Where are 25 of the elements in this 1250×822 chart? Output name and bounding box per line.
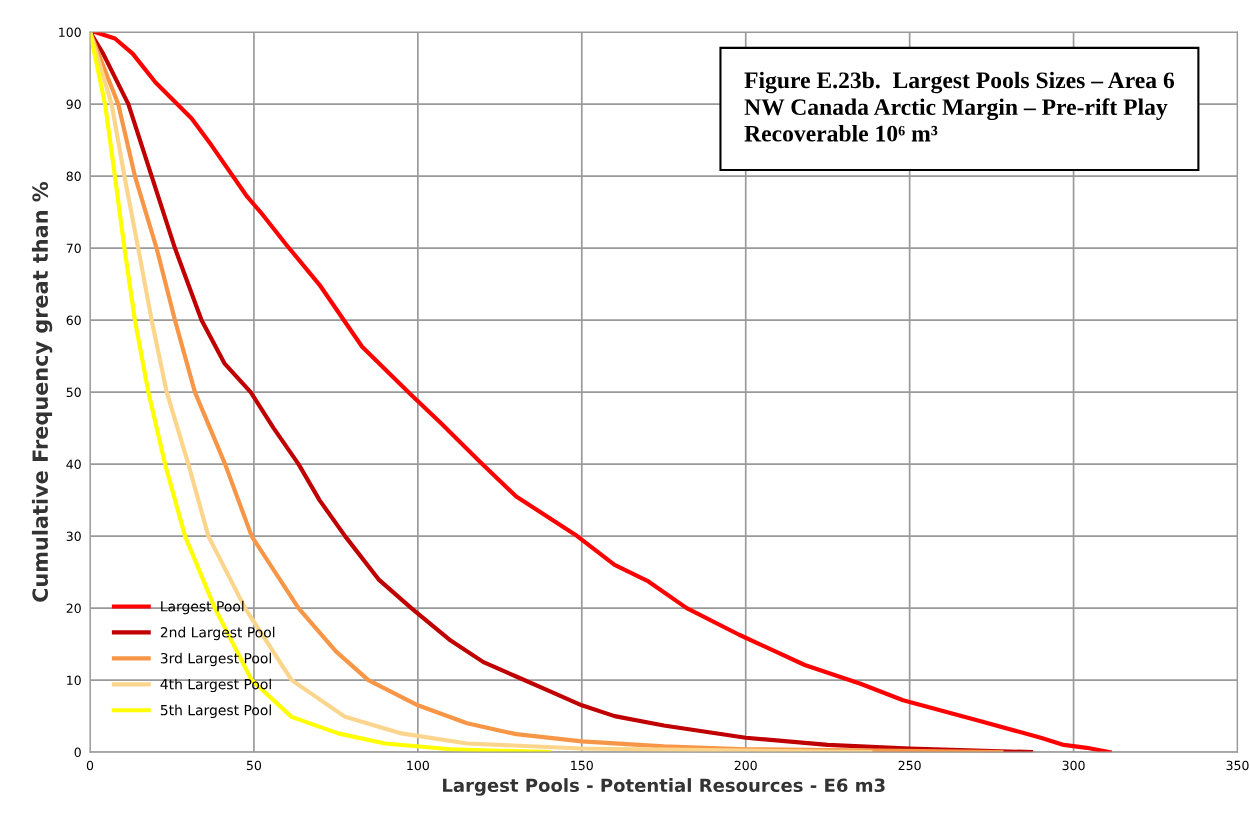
- x-tick-label: 350: [1226, 760, 1249, 771]
- y-tick-label: 70: [66, 243, 81, 254]
- y-tick-label: 10: [67, 675, 81, 686]
- y-tick-label: 90: [66, 99, 81, 109]
- y-axis-title: Cumulative Frequency great than %: [31, 182, 53, 602]
- x-tick-label: 0: [86, 760, 94, 771]
- y-tick-label: 30: [66, 531, 81, 542]
- y-tick-label: 100: [59, 27, 81, 37]
- x-axis-title: Largest Pools - Potential Resources - E6 m3: [443, 778, 885, 796]
- y-tick-label: 0: [74, 747, 81, 758]
- y-tick-label: 80: [66, 171, 81, 181]
- legend-label: 3rd Largest Pool: [160, 652, 271, 667]
- x-tick-label: 150: [571, 760, 593, 771]
- y-tick-label: 40: [66, 459, 81, 470]
- x-tick-label: 200: [734, 760, 757, 771]
- text: Figure E.23b. Largest Pools Sizes – Area 6 NW Canada Arctic Margin – Pre-rift Play Recoverable 10⁶ m³: [744, 71, 1175, 142]
- y-tick-label: 60: [66, 315, 81, 326]
- legend-label: Largest Pool: [161, 600, 244, 615]
- y-tick-label: 50: [66, 387, 81, 398]
- y-tick-label: 20: [66, 603, 81, 614]
- legend-label: 5th Largest Pool: [160, 704, 271, 719]
- x-tick-label: 250: [898, 760, 921, 771]
- x-tick-label: 300: [1062, 760, 1085, 771]
- x-tick-label: 100: [407, 760, 429, 771]
- x-tick-label: 50: [246, 760, 262, 771]
